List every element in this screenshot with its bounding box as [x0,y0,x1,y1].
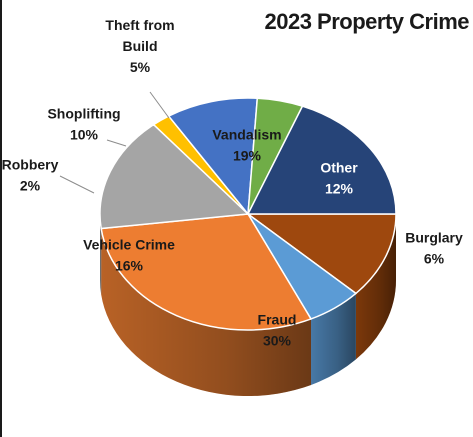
data-label-other: Other 12% [320,160,358,197]
data-label-burglary: Burglary 6% [405,230,463,267]
slice-percent-text: 10% [70,127,99,143]
leader-line [149,91,170,119]
pie-side-shade [355,214,397,360]
pie-slice-vehicle-crime [99,123,250,230]
data-label-vandalism: Vandalism 19% [212,127,281,164]
pie-slice-vandalism [246,105,397,215]
pie-slice-shoplifting [167,97,259,216]
slice-label-text: Robbery [2,157,59,173]
data-label-shoplifting: Shoplifting 10% [47,106,120,143]
chart-title: 2023 Property Crime [264,9,470,34]
data-label-theft-from-build: Theft from Build 5% [105,17,174,75]
slice-label-text: Other [320,160,358,176]
pie-side-shade [100,214,102,295]
slice-label-text: Vehicle Crime [83,237,175,253]
pie-side-shade [101,228,312,396]
slice-percent-text: 16% [115,258,144,274]
pie-slice-other [245,213,397,295]
pie-slice-fraud [100,213,313,331]
slice-label-text: Shoplifting [47,106,120,122]
leader-line [59,175,95,194]
slice-percent-text: 6% [424,251,445,267]
slice-label-text: Vandalism [212,127,281,143]
slice-percent-text: 5% [130,59,151,75]
slice-percent-text: 30% [263,333,292,349]
slice-percent-text: 19% [233,148,262,164]
slice-percent-text: 2% [20,178,41,194]
slice-label-text: Build [123,38,158,54]
leader-line [106,139,127,147]
data-label-robbery: Robbery 2% [2,157,59,194]
slice-label-text: Burglary [405,230,463,246]
slice-label-text: Theft from [105,17,174,33]
slice-percent-text: 12% [325,181,354,197]
data-label-fraud: Fraud 30% [258,312,297,349]
slice-label-text: Fraud [258,312,297,328]
data-label-vehicle-crime: Vehicle Crime 16% [83,237,175,274]
pie-side-shade [311,293,356,385]
